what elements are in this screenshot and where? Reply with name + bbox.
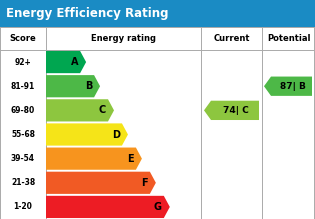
Text: Current: Current	[214, 34, 250, 43]
Bar	[0, 27, 315, 219]
Polygon shape	[264, 77, 312, 96]
Text: 87| B: 87| B	[280, 82, 306, 91]
Text: 69-80: 69-80	[11, 106, 35, 115]
Text: E: E	[127, 154, 134, 164]
Polygon shape	[46, 75, 100, 97]
Text: 81-91: 81-91	[11, 82, 35, 91]
Polygon shape	[46, 51, 86, 73]
Text: Potential: Potential	[267, 34, 310, 43]
Text: 74| C: 74| C	[223, 106, 249, 115]
Text: Energy Efficiency Rating: Energy Efficiency Rating	[6, 7, 169, 20]
Text: C: C	[99, 105, 106, 115]
Text: D: D	[112, 129, 120, 140]
Text: 55-68: 55-68	[11, 130, 35, 139]
Text: A: A	[71, 57, 78, 67]
Text: 1-20: 1-20	[14, 202, 32, 211]
Polygon shape	[46, 148, 142, 170]
Polygon shape	[46, 172, 156, 194]
Text: F: F	[141, 178, 148, 188]
Text: 92+: 92+	[14, 58, 32, 67]
Text: 39-54: 39-54	[11, 154, 35, 163]
Text: G: G	[154, 202, 162, 212]
Polygon shape	[46, 99, 114, 122]
Polygon shape	[204, 101, 259, 120]
Text: Energy rating: Energy rating	[91, 34, 156, 43]
Text: 21-38: 21-38	[11, 178, 35, 187]
Text: B: B	[85, 81, 92, 91]
Polygon shape	[46, 196, 170, 218]
Polygon shape	[46, 123, 128, 146]
Text: Score: Score	[10, 34, 36, 43]
Bar	[0, 0, 315, 27]
